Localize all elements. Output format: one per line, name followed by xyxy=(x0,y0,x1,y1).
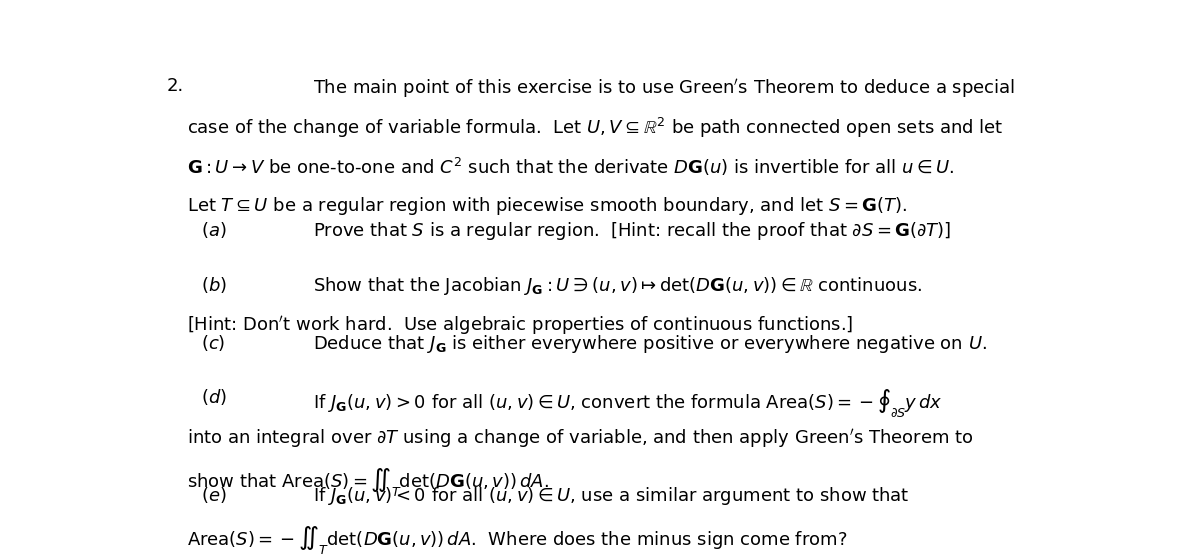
Text: [Hint: Don$'$t work hard.  Use algebraic properties of continuous functions.]: [Hint: Don$'$t work hard. Use algebraic … xyxy=(187,314,853,337)
Text: $\mathbf{G}: U \rightarrow V$ be one-to-one and $C^2$ such that the derivate $D\: $\mathbf{G}: U \rightarrow V$ be one-to-… xyxy=(187,156,955,178)
Text: $(b)$: $(b)$ xyxy=(202,275,227,295)
Text: into an integral over $\partial T$ using a change of variable, and then apply Gr: into an integral over $\partial T$ using… xyxy=(187,427,973,449)
Text: If $J_{\mathbf{G}}(u, v) < 0$ for all $(u, v) \in U$, use a similar argument to : If $J_{\mathbf{G}}(u, v) < 0$ for all $(… xyxy=(313,485,910,507)
Text: $(c)$: $(c)$ xyxy=(202,333,226,353)
Text: show that Area$(S) = \iint_T \det(D\mathbf{G}(u, v))\,dA$.: show that Area$(S) = \iint_T \det(D\math… xyxy=(187,466,550,497)
Text: $(e)$: $(e)$ xyxy=(202,485,227,505)
Text: $(d)$: $(d)$ xyxy=(202,387,227,407)
Text: Show that the Jacobian $J_{\mathbf{G}}: U \ni (u, v) \mapsto \det(D\mathbf{G}(u,: Show that the Jacobian $J_{\mathbf{G}}: … xyxy=(313,275,922,296)
Text: case of the change of variable formula.  Let $U, V \subseteq \mathbb{R}^2$ be pa: case of the change of variable formula. … xyxy=(187,116,1003,141)
Text: Area$(S) = -\iint_T \det(D\mathbf{G}(u, v))\,dA$.  Where does the minus sign com: Area$(S) = -\iint_T \det(D\mathbf{G}(u, … xyxy=(187,524,847,554)
Text: Deduce that $J_{\mathbf{G}}$ is either everywhere positive or everywhere negativ: Deduce that $J_{\mathbf{G}}$ is either e… xyxy=(313,333,986,355)
Text: Prove that $S$ is a regular region.  [Hint: recall the proof that $\partial S = : Prove that $S$ is a regular region. [Hin… xyxy=(313,220,952,243)
Text: If $J_{\mathbf{G}}(u, v) > 0$ for all $(u, v) \in U$, convert the formula Area$(: If $J_{\mathbf{G}}(u, v) > 0$ for all $(… xyxy=(313,387,942,419)
Text: $(a)$: $(a)$ xyxy=(202,220,227,240)
Text: The main point of this exercise is to use Green$'$s Theorem to deduce a special: The main point of this exercise is to us… xyxy=(313,77,1015,100)
Text: 2.: 2. xyxy=(167,77,184,95)
Text: Let $T \subseteq U$ be a regular region with piecewise smooth boundary, and let : Let $T \subseteq U$ be a regular region … xyxy=(187,195,907,217)
